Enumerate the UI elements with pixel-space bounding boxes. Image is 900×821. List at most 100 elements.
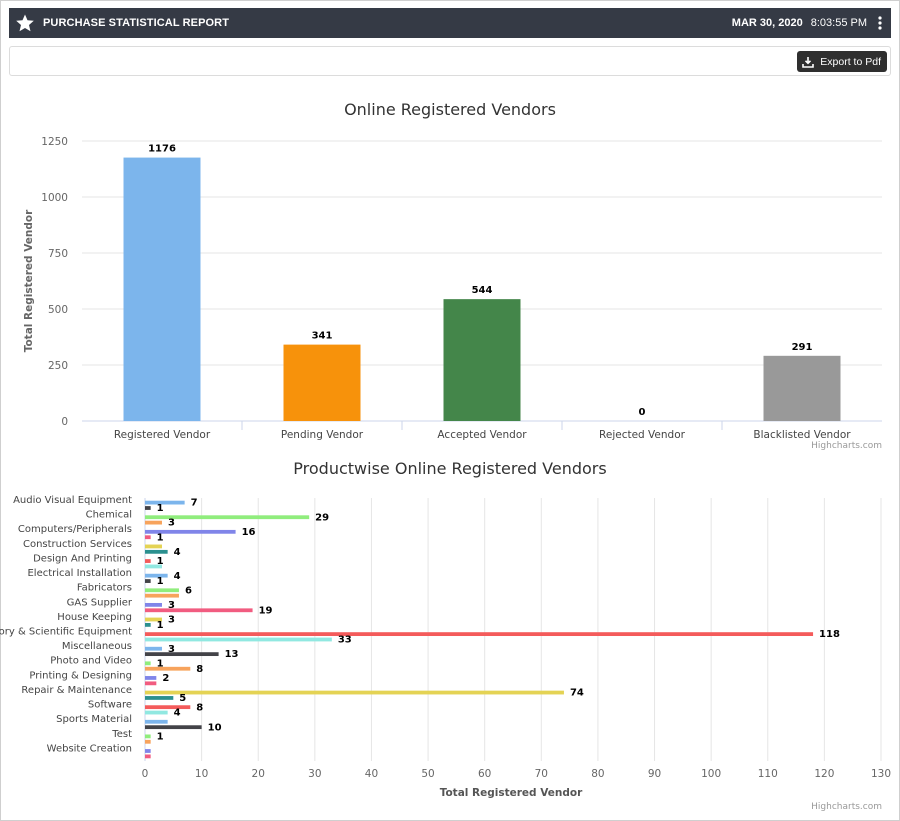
report-header: PURCHASE STATISTICAL REPORT MAR 30, 2020… xyxy=(9,8,891,38)
data-label: 544 xyxy=(472,285,493,296)
y-tick-label: Computers/Peripherals xyxy=(18,524,132,535)
bar xyxy=(145,500,185,505)
x-tick-label: 130 xyxy=(871,768,891,780)
y-tick-label: Audio Visual Equipment xyxy=(13,495,132,506)
data-label: 1 xyxy=(157,576,164,587)
data-label: 291 xyxy=(792,342,813,353)
data-label: 8 xyxy=(196,702,203,713)
y-tick-label: Website Creation xyxy=(47,743,132,754)
productwise-vendor-chart: Productwise Online Registered Vendors 0 10… xyxy=(0,459,891,812)
star-icon xyxy=(16,14,34,32)
x-tick-label: 100 xyxy=(701,768,721,780)
y-tick-label: Printing & Designing xyxy=(29,670,132,681)
y-tick-label: 1000 xyxy=(41,192,68,204)
bar xyxy=(145,690,564,695)
y-tick-label: 250 xyxy=(48,360,68,372)
bar xyxy=(145,696,174,700)
data-label: 3 xyxy=(168,644,175,655)
report-title: PURCHASE STATISTICAL REPORT xyxy=(43,17,230,29)
y-tick-label: 1250 xyxy=(41,136,68,148)
bar xyxy=(145,617,162,622)
y-tick-label: Design And Printing xyxy=(33,553,132,564)
y-tick-label: Fabricators xyxy=(77,583,132,594)
bar xyxy=(145,535,151,540)
report-toolbar: Export to Pdf xyxy=(9,46,891,76)
bar xyxy=(145,646,162,651)
bar xyxy=(145,593,179,598)
data-label: 8 xyxy=(196,664,203,675)
bar xyxy=(145,632,814,637)
bar xyxy=(443,299,521,421)
bar xyxy=(145,559,151,563)
x-tick-label: 60 xyxy=(478,768,491,780)
bar xyxy=(145,602,162,607)
bar xyxy=(145,549,168,554)
x-tick-label: 30 xyxy=(308,768,321,780)
credits-label: Highcharts.com xyxy=(811,441,882,451)
bar xyxy=(145,739,151,744)
chart-title: Online Registered Vendors xyxy=(344,100,556,119)
data-label: 1 xyxy=(157,731,164,742)
x-tick-label: 50 xyxy=(421,768,434,780)
y-axis-title: Total Registered Vendor xyxy=(23,209,35,352)
y-tick-label: GAS Supplier xyxy=(67,597,133,608)
data-label: 10 xyxy=(208,722,222,733)
bar xyxy=(145,573,168,578)
y-tick-label: Chemical xyxy=(86,510,132,521)
bar xyxy=(145,544,162,549)
data-label: 3 xyxy=(168,615,175,626)
export-pdf-button[interactable]: Export to Pdf xyxy=(797,51,887,72)
data-label: 7 xyxy=(191,498,198,509)
bar xyxy=(145,506,151,510)
x-tick-label: 20 xyxy=(252,768,265,780)
bar xyxy=(145,710,168,715)
data-label: 16 xyxy=(242,527,256,538)
x-tick-label: 90 xyxy=(648,768,661,780)
x-tick-label: Rejected Vendor xyxy=(599,429,686,441)
x-tick-label: 120 xyxy=(814,768,834,780)
data-label: 1 xyxy=(157,532,164,543)
data-label: 74 xyxy=(570,688,584,699)
data-label: 0 xyxy=(639,407,646,418)
y-tick-label: House Keeping xyxy=(57,612,132,623)
y-tick-label: Electrical Installation xyxy=(27,568,132,579)
data-label: 1 xyxy=(157,556,164,567)
x-tick-label: Accepted Vendor xyxy=(437,429,527,441)
y-tick-label: Repair & Maintenance xyxy=(21,685,132,696)
data-label: 118 xyxy=(819,629,840,640)
bar xyxy=(145,520,162,525)
x-tick-label: 80 xyxy=(591,768,604,780)
bar xyxy=(145,579,151,583)
bar xyxy=(145,515,310,520)
y-tick-label: Laboratory & Scientific Equipment xyxy=(0,627,132,638)
y-tick-label: 750 xyxy=(48,248,68,260)
data-label: 3 xyxy=(168,600,175,611)
bar xyxy=(123,157,201,421)
data-label: 13 xyxy=(225,649,239,660)
bar xyxy=(145,637,332,642)
data-label: 6 xyxy=(185,585,192,596)
bar xyxy=(145,622,151,627)
download-icon xyxy=(802,56,815,68)
bar xyxy=(145,681,157,686)
y-tick-label: Sports Material xyxy=(56,714,132,725)
bar xyxy=(145,754,151,759)
chart-title: Productwise Online Registered Vendors xyxy=(293,459,606,478)
bar xyxy=(145,529,236,534)
bar xyxy=(145,749,151,753)
bar xyxy=(145,719,168,724)
bar xyxy=(763,355,841,421)
data-label: 1 xyxy=(157,658,164,669)
x-tick-label: 70 xyxy=(535,768,548,780)
data-label: 5 xyxy=(179,693,186,704)
y-tick-label: Miscellaneous xyxy=(62,641,132,652)
bar xyxy=(145,725,202,730)
report-time: 8:03:55 PM xyxy=(810,17,867,29)
data-label: 1 xyxy=(157,503,164,514)
y-tick-label: Software xyxy=(88,700,132,711)
y-tick-label: 500 xyxy=(48,304,68,316)
kebab-menu-icon[interactable] xyxy=(873,13,887,33)
bar xyxy=(145,661,151,666)
credits-label: Highcharts.com xyxy=(811,802,882,812)
y-tick-label: Construction Services xyxy=(23,539,132,550)
